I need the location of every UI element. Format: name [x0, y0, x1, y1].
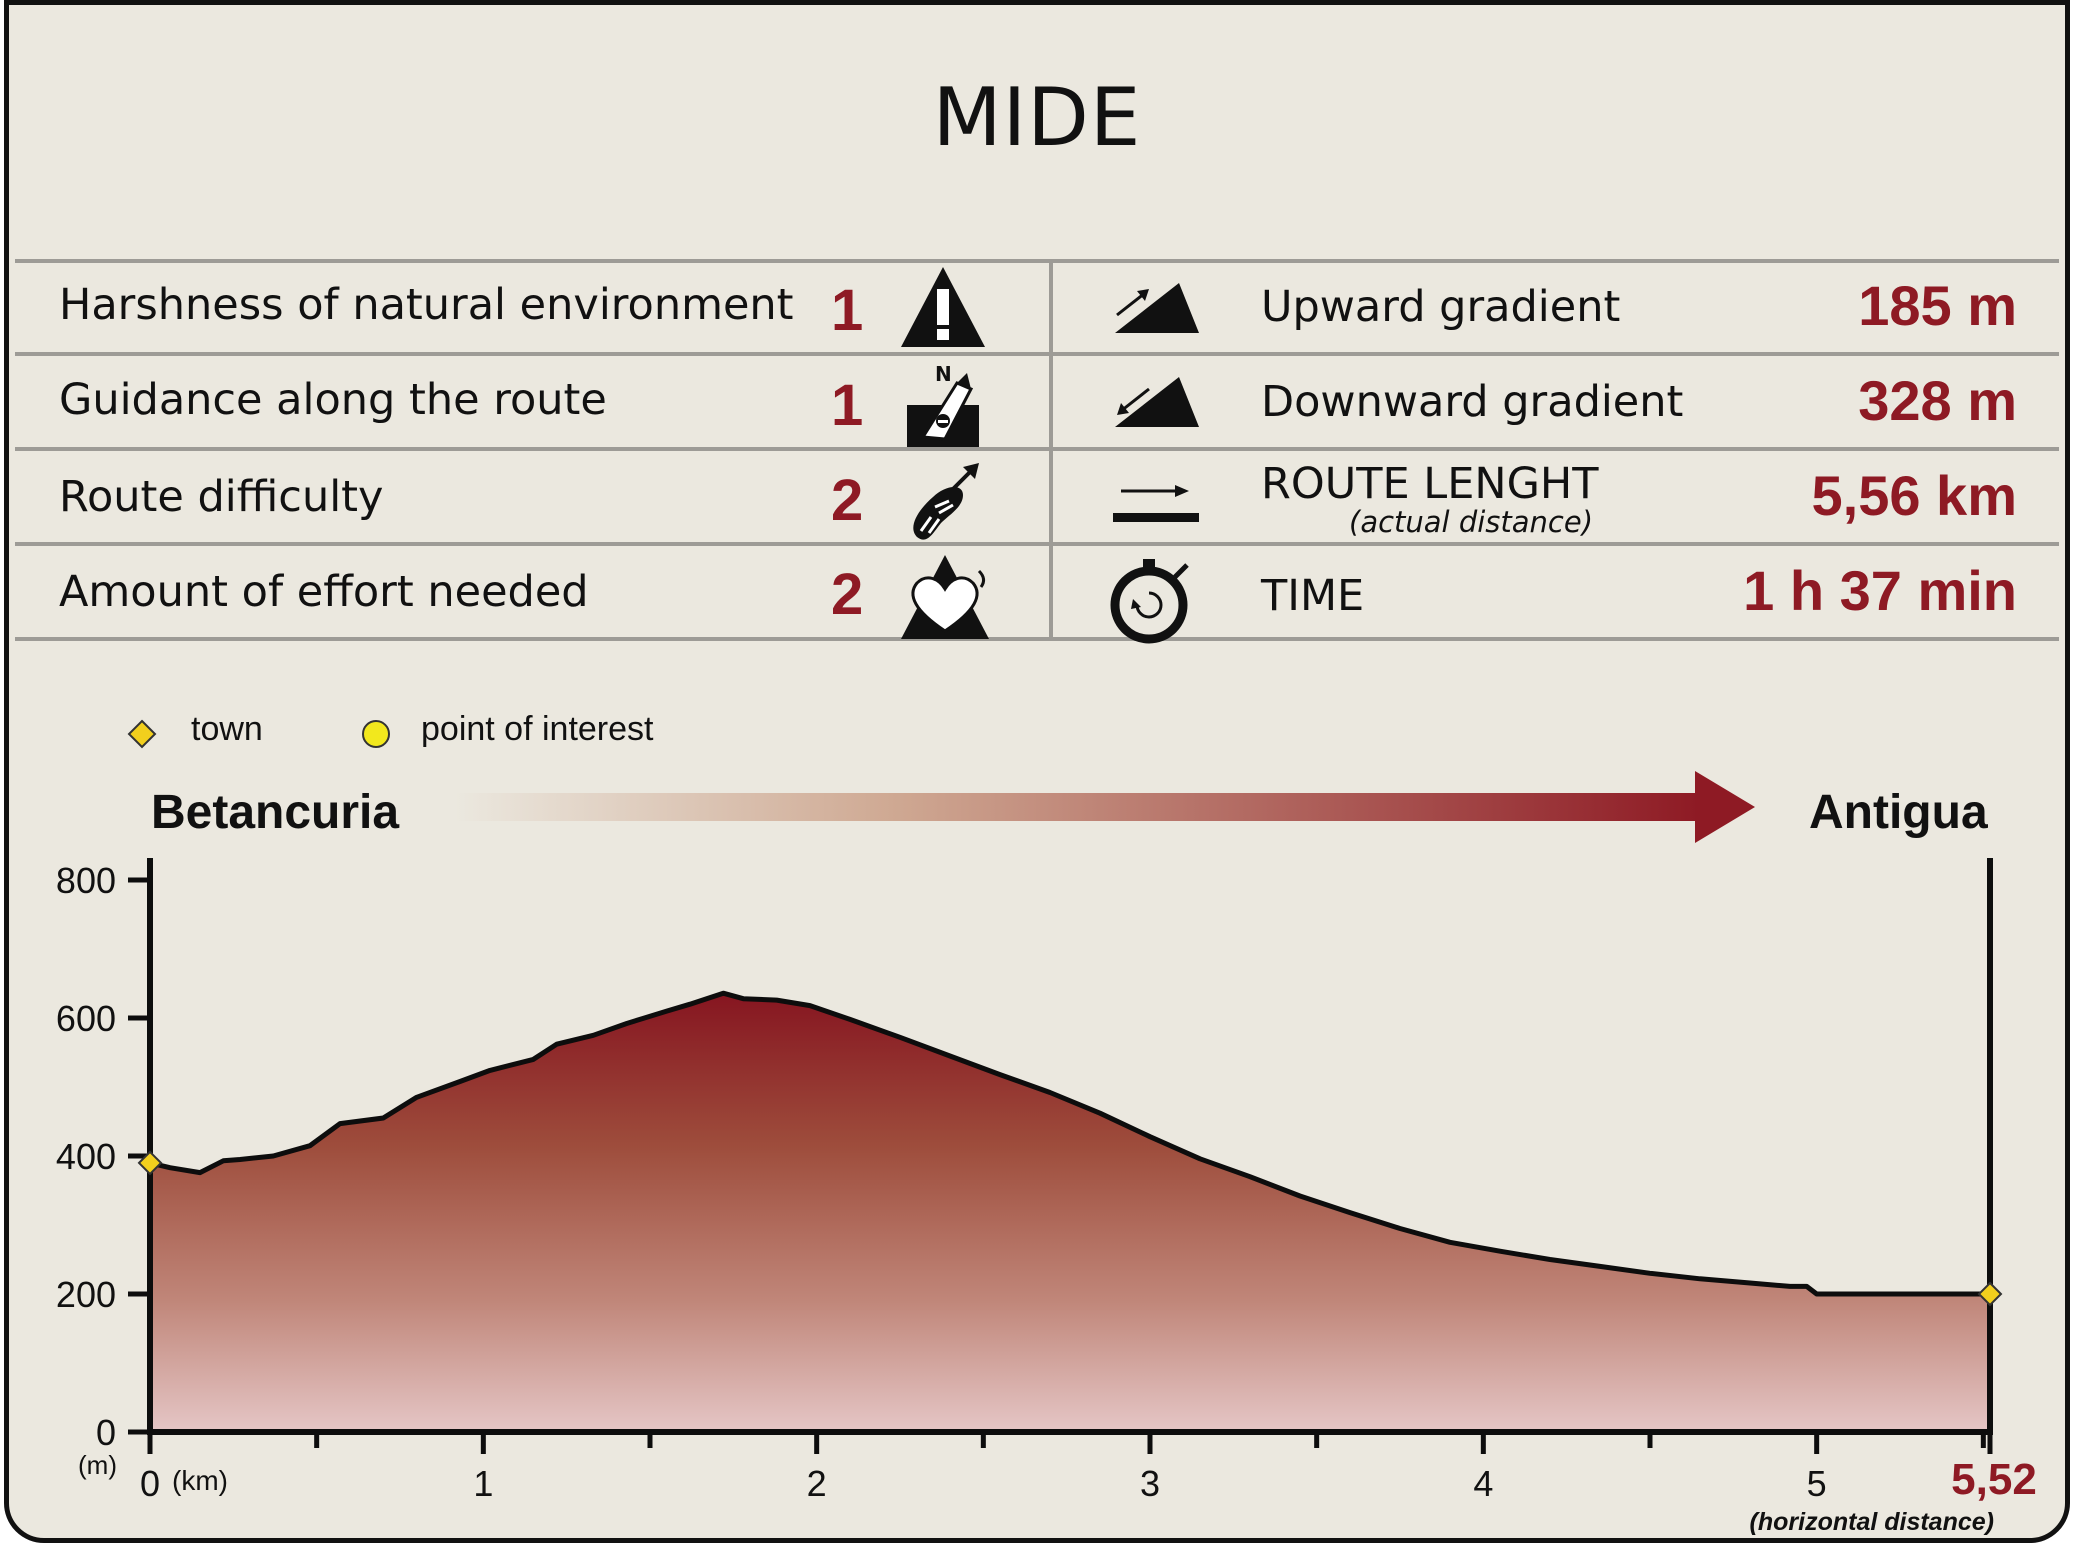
divider [15, 259, 2059, 263]
route-direction-arrow-icon [455, 771, 1755, 843]
y-axis-unit: (m) [78, 1450, 117, 1480]
stat-label-length: ROUTE LENGHT [1261, 459, 1599, 509]
y-tick-label: 0 [96, 1412, 116, 1453]
x-tick-label: 0 [140, 1463, 160, 1504]
compass-sign-icon: N [907, 362, 979, 447]
x-tick-label: 1 [473, 1463, 493, 1504]
stat-value-length: 5,56 km [1811, 464, 2018, 527]
rating-label-effort: Amount of effort needed [59, 567, 589, 617]
warning-triangle-icon [901, 267, 985, 347]
x-tick-label: 2 [807, 1463, 827, 1504]
stat-label-time: TIME [1261, 571, 1365, 621]
rating-value-harshness: 1 [831, 278, 864, 343]
upward-slope-icon [1115, 283, 1199, 333]
y-tick-label: 800 [56, 860, 116, 901]
svg-text:N: N [935, 362, 952, 386]
stat-label-downward: Downward gradient [1261, 377, 1684, 427]
x-tick-label: 3 [1140, 1463, 1160, 1504]
legend-poi: point of interest [421, 710, 654, 748]
elevation-line [149, 990, 1990, 1297]
stat-label-upward: Upward gradient [1261, 282, 1621, 332]
town-marker [137, 1150, 163, 1176]
rating-label-harshness: Harshness of natural environment [59, 280, 794, 330]
elevation-area [150, 993, 1990, 1432]
divider [15, 352, 2059, 356]
y-tick-label: 600 [56, 998, 116, 1039]
distance-arrow-icon [1113, 485, 1199, 522]
x-end-label: 5,52 [1951, 1455, 2037, 1504]
legend-town: town [191, 710, 263, 748]
route-end: Antigua [1809, 786, 1988, 839]
rating-value-difficulty: 2 [831, 468, 864, 533]
stat-value-downward: 328 m [1858, 369, 2017, 432]
downward-slope-icon [1115, 377, 1199, 427]
rating-label-difficulty: Route difficulty [59, 472, 384, 522]
page-title: MIDE [932, 71, 1142, 164]
divider [15, 542, 2059, 546]
x-tick-label: 4 [1473, 1463, 1493, 1504]
stopwatch-icon [1110, 559, 1189, 644]
x-tick-label: 5 [1807, 1463, 1827, 1504]
heart-mountain-icon [901, 555, 989, 639]
footprint-icon [913, 463, 979, 540]
rating-value-guidance: 1 [831, 373, 864, 438]
divider [15, 637, 2059, 641]
divider-vertical [1049, 263, 1053, 638]
y-tick-label: 200 [56, 1274, 116, 1315]
route-start: Betancuria [151, 786, 400, 839]
town-marker [1977, 1281, 2003, 1307]
poi-marker-icon [362, 720, 390, 748]
stat-sub-length: (actual distance) [1349, 505, 1594, 539]
rating-value-effort: 2 [831, 562, 864, 627]
divider [15, 447, 2059, 451]
stat-value-upward: 185 m [1858, 274, 2017, 337]
y-tick-label: 400 [56, 1136, 116, 1177]
rating-label-guidance: Guidance along the route [59, 375, 607, 425]
town-marker-icon [127, 719, 157, 749]
stat-value-time: 1 h 37 min [1743, 559, 2017, 622]
x-axis-note: (horizontal distance) [1750, 1508, 1994, 1536]
x-axis-unit: (km) [172, 1465, 228, 1496]
